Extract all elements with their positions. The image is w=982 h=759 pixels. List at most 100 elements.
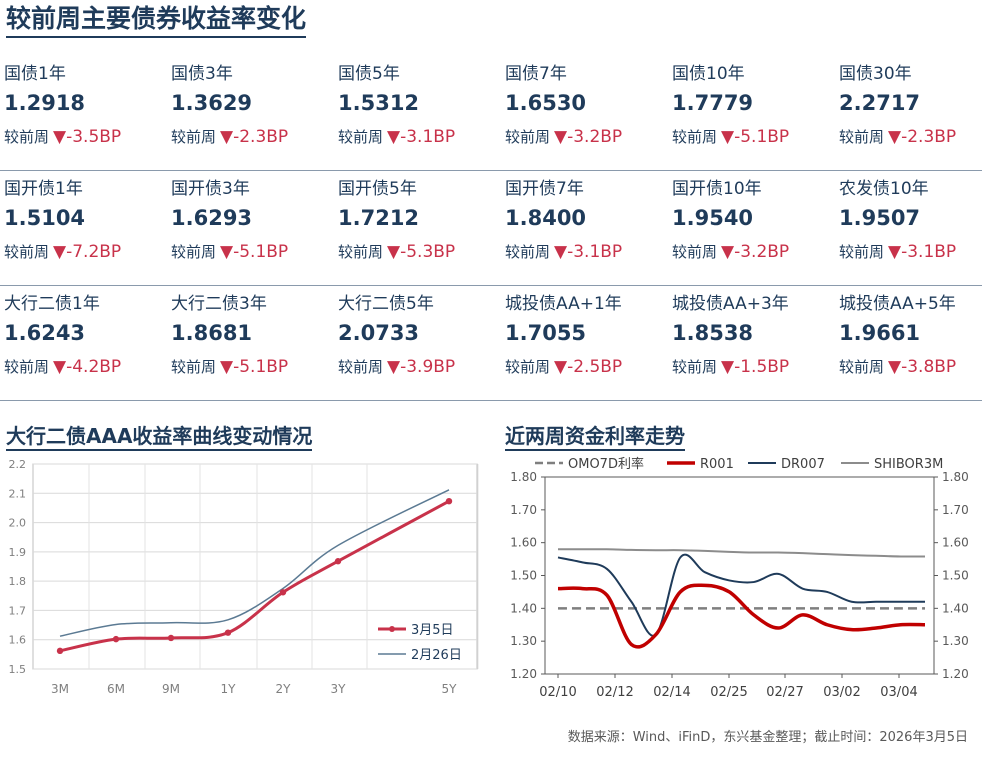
bond-cell: 国开债10年 1.9540 较前周 ▼-3.2BP: [668, 170, 835, 285]
bond-weekly-change: 较前周 ▼-4.2BP: [4, 356, 121, 377]
legend-label: DR007: [781, 457, 825, 472]
bond-row: 国债1年 1.2918 较前周 ▼-3.5BP 国债3年 1.3629 较前周 ▼-2.3BP…: [0, 55, 982, 171]
yield-curve-chart: 1.5 1.6 1.7 1.8 1.9 2.0 2.1 2.2 3M 6M 9M 1Y 2Y 3Y 5Y 3月…: [9, 458, 479, 696]
bond-weekly-change: 较前周 ▼-3.2BP: [672, 241, 789, 262]
bond-yield-value: 1.7212: [338, 206, 420, 230]
bond-name: 国开债3年: [171, 179, 250, 199]
bond-weekly-change: 较前周 ▼-2.3BP: [171, 126, 288, 147]
data-point: [279, 589, 287, 596]
y-tick-label-left: 1.30: [510, 634, 537, 648]
change-down-value: ▼-1.5BP: [721, 357, 789, 377]
change-down-value: ▼-3.2BP: [554, 127, 622, 147]
legend-label: OMO7D利率: [568, 456, 644, 472]
y-tick-label: 2.1: [9, 487, 27, 500]
change-label: 较前周: [171, 128, 217, 146]
change-down-value: ▼-5.1BP: [721, 127, 789, 147]
bond-weekly-change: 较前周 ▼-3.8BP: [839, 356, 956, 377]
bond-yield-value: 1.6530: [505, 91, 587, 115]
bond-yield-value: 1.7055: [505, 321, 587, 345]
change-down-value: ▼-3.9BP: [387, 357, 455, 377]
bond-weekly-change: 较前周 ▼-5.1BP: [171, 241, 288, 262]
bond-weekly-change: 较前周 ▼-3.1BP: [839, 241, 956, 262]
down-triangle-icon: ▼: [721, 242, 735, 262]
change-bp: -3.1BP: [567, 242, 623, 262]
bond-weekly-change: 较前周 ▼-2.5BP: [505, 356, 622, 377]
down-triangle-icon: ▼: [220, 242, 234, 262]
bond-cell: 国开债3年 1.6293 较前周 ▼-5.1BP: [167, 170, 334, 285]
bond-name: 城投债AA+3年: [672, 294, 789, 314]
down-triangle-icon: ▼: [53, 242, 67, 262]
bond-name: 农发债10年: [839, 179, 929, 199]
y-tick-label-left: 1.80: [510, 470, 537, 484]
down-triangle-icon: ▼: [554, 127, 568, 147]
bond-name: 城投债AA+5年: [839, 294, 956, 314]
bond-row: 大行二债1年 1.6243 较前周 ▼-4.2BP 大行二债3年 1.8681 较前周 ▼-5…: [0, 285, 982, 401]
down-triangle-icon: ▼: [220, 357, 234, 377]
bond-name: 国开债7年: [505, 179, 584, 199]
bond-name: 国债5年: [338, 64, 400, 84]
change-bp: -5.3BP: [400, 242, 456, 262]
change-label: 较前周: [4, 358, 50, 376]
x-tick-label: 3Y: [331, 682, 347, 696]
bond-yield-value: 1.5312: [338, 91, 420, 115]
y-tick-label-left: 1.60: [510, 536, 537, 550]
x-tick-label: 03/02: [823, 685, 860, 700]
down-triangle-icon: ▼: [888, 242, 902, 262]
x-tick-label: 02/12: [596, 685, 633, 700]
y-tick-label-right: 1.20: [942, 667, 969, 681]
bond-cell: 国债7年 1.6530 较前周 ▼-3.2BP: [501, 55, 668, 170]
bond-weekly-change: 较前周 ▼-3.1BP: [338, 126, 455, 147]
bond-yield-value: 1.9661: [839, 321, 921, 345]
bond-name: 大行二债3年: [171, 294, 267, 314]
bond-name: 国开债5年: [338, 179, 417, 199]
change-bp: -1.5BP: [734, 357, 790, 377]
y-tick-label-left: 1.20: [510, 667, 537, 681]
x-tick-label: 6M: [107, 682, 125, 696]
change-down-value: ▼-7.2BP: [53, 242, 121, 262]
y-tick-label-right: 1.30: [942, 634, 969, 648]
change-label: 较前周: [4, 128, 50, 146]
change-label: 较前周: [338, 358, 384, 376]
y-tick-label: 1.8: [9, 575, 27, 588]
down-triangle-icon: ▼: [53, 357, 67, 377]
bond-name: 国债3年: [171, 64, 233, 84]
bond-yield-value: 1.8400: [505, 206, 587, 230]
change-bp: -3.2BP: [734, 242, 790, 262]
change-label: 较前周: [839, 358, 885, 376]
down-triangle-icon: ▼: [888, 357, 902, 377]
bond-yield-value: 1.6243: [4, 321, 86, 345]
bond-name: 国债1年: [4, 64, 66, 84]
bond-weekly-change: 较前周 ▼-3.5BP: [4, 126, 121, 147]
bond-yield-value: 1.3629: [171, 91, 253, 115]
bond-name: 大行二债5年: [338, 294, 434, 314]
bond-cell: 国债1年 1.2918 较前周 ▼-3.5BP: [0, 55, 167, 170]
y-tick-label-right: 1.70: [942, 503, 969, 517]
bond-yield-value: 2.2717: [839, 91, 921, 115]
change-down-value: ▼-3.1BP: [387, 127, 455, 147]
x-tick-label: 3M: [51, 682, 69, 696]
bond-cell: 国债30年 2.2717 较前周 ▼-2.3BP: [835, 55, 982, 170]
y-tick-label-left: 1.50: [510, 569, 537, 583]
series-line-r001: [557, 583, 926, 649]
change-down-value: ▼-2.3BP: [220, 127, 288, 147]
change-bp: -7.2BP: [66, 242, 122, 262]
change-down-value: ▼-3.2BP: [721, 242, 789, 262]
change-label: 较前周: [505, 358, 551, 376]
x-tick-label: 03/04: [880, 685, 917, 700]
x-tick-label: 02/25: [710, 685, 747, 700]
bond-yield-value: 1.9507: [839, 206, 921, 230]
bond-yield-value: 2.0733: [338, 321, 420, 345]
yield-curve-chart-title: 大行二债AAA收益率曲线变动情况: [6, 425, 313, 451]
down-triangle-icon: ▼: [554, 357, 568, 377]
bond-name: 国开债10年: [672, 179, 762, 199]
data-point: [224, 629, 232, 636]
bond-cell: 大行二债1年 1.6243 较前周 ▼-4.2BP: [0, 285, 167, 400]
change-bp: -3.8BP: [901, 357, 957, 377]
bond-cell: 农发债10年 1.9507 较前周 ▼-3.1BP: [835, 170, 982, 285]
data-point: [334, 558, 342, 565]
change-label: 较前周: [672, 243, 718, 261]
data-point: [112, 635, 120, 643]
y-tick-label-right: 1.40: [942, 601, 969, 615]
bond-yield-value: 1.9540: [672, 206, 754, 230]
bond-yield-value: 1.2918: [4, 91, 86, 115]
